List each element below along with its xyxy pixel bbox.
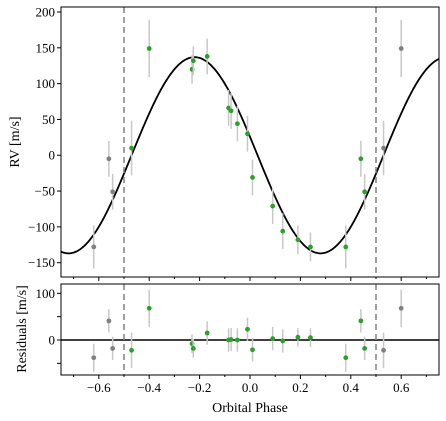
rv-primary-point-13 (308, 244, 313, 250)
rv-primary-point-15 (358, 156, 364, 162)
rv-repeat-point-4 (398, 46, 404, 51)
residuals-panel: −0.6 −0.4 −0.2 0.0 0.2 0.4 0.6 0 100 (36, 283, 440, 395)
res-x-tick-label-0: −0.6 (87, 380, 111, 395)
rv-plot-area (61, 7, 439, 277)
res-x-tick-label-2: −0.2 (188, 380, 212, 395)
rv-repeat-point-2 (110, 189, 116, 195)
residuals-y-axis-label: Residuals [m/s] (15, 285, 30, 373)
rv-y-axis-label: RV [m/s] (8, 116, 23, 167)
res-y-tick-label-1: 0 (49, 333, 56, 348)
res-primary-point-0 (129, 347, 134, 353)
rv-primary-point-3 (190, 58, 196, 64)
rv-y-tick-label-4: 50 (42, 112, 55, 127)
res-primary-point-3 (190, 346, 196, 351)
res-repeat-point-1 (106, 318, 112, 324)
res-primary-point-6 (228, 337, 234, 342)
res-x-tick-label-5: 0.4 (343, 380, 360, 395)
rv-primary-point-11 (280, 228, 286, 234)
res-plot-area (61, 284, 439, 375)
rv-repeat-point-0 (91, 244, 97, 250)
rv-y-tick-label-1: −100 (28, 219, 55, 234)
res-repeat-point-3 (381, 347, 386, 353)
rv-primary-point-6 (228, 108, 234, 114)
rv-repeat-point-1 (106, 156, 112, 162)
res-primary-point-16 (362, 346, 368, 351)
res-x-tick-label-6: 0.6 (393, 380, 410, 395)
rv-y-tick-label-0: −150 (28, 255, 55, 270)
res-primary-point-10 (270, 336, 276, 341)
rv-y-tick-label-3: 0 (49, 148, 56, 163)
res-x-tick-label-3: 0.0 (242, 380, 258, 395)
res-primary-point-8 (245, 326, 250, 332)
res-primary-point-4 (204, 330, 210, 336)
rv-primary-point-4 (204, 54, 210, 59)
rv-model-curve (61, 56, 439, 255)
res-axes-frame (60, 283, 440, 376)
res-y-tick-label-3: 100 (36, 286, 56, 301)
rv-y-tick-label-6: 150 (36, 40, 56, 55)
rv-axes-frame (60, 6, 440, 278)
res-primary-point-1 (146, 305, 152, 311)
rv-primary-point-10 (270, 203, 276, 209)
rv-primary-point-1 (146, 46, 152, 51)
rv-primary-point-9 (250, 175, 255, 180)
rv-y-tick-label-5: 100 (36, 76, 56, 91)
res-primary-point-15 (358, 318, 364, 324)
rv-primary-point-12 (295, 237, 301, 243)
res-primary-point-7 (235, 337, 240, 343)
res-primary-point-12 (295, 334, 301, 340)
rv-y-tick-label-7: 200 (36, 5, 56, 20)
rv-panel: −150 −100 −50 0 50 100 150 200 (28, 5, 440, 281)
rv-primary-point-0 (129, 145, 134, 151)
res-primary-point-9 (250, 347, 255, 353)
res-primary-point-11 (280, 338, 286, 344)
res-x-tick-label-1: −0.4 (137, 380, 161, 395)
res-x-tick-label-4: 0.2 (292, 380, 308, 395)
x-axis-label: Orbital Phase (212, 401, 288, 416)
res-repeat-point-0 (91, 355, 97, 361)
rv-primary-point-14 (343, 244, 349, 250)
res-primary-point-13 (308, 335, 313, 341)
res-primary-point-14 (343, 355, 349, 361)
rv-primary-point-7 (235, 121, 240, 127)
rv-primary-point-16 (362, 189, 368, 195)
res-repeat-point-2 (110, 346, 116, 351)
res-repeat-point-4 (398, 305, 404, 311)
rv-primary-point-8 (245, 131, 250, 137)
rv-repeat-point-3 (381, 145, 386, 151)
rv-y-tick-label-2: −50 (35, 184, 55, 199)
